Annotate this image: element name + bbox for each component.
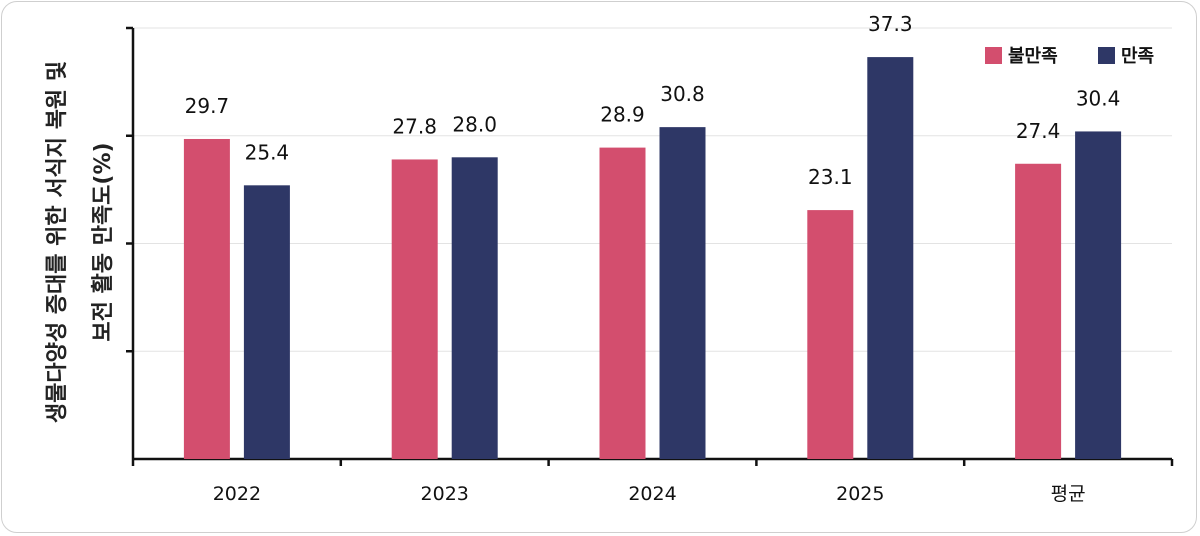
legend-label-satisfied: 만족 [1121, 46, 1154, 67]
gridlines [133, 27, 1172, 352]
x-tick-label: 2025 [836, 483, 884, 505]
data-label: 30.8 [660, 82, 705, 106]
data-label: 28.0 [452, 112, 497, 136]
x-tick-label: 2022 [213, 483, 261, 505]
legend: 불만족 만족 [985, 46, 1154, 67]
bar-unsatisfied [599, 147, 646, 460]
data-label: 27.8 [392, 114, 437, 138]
x-tick-label: 2023 [421, 483, 469, 505]
bar-unsatisfied [807, 210, 854, 459]
bar-unsatisfied [183, 138, 230, 460]
data-label: 28.9 [600, 103, 645, 127]
x-tick-labels: 2022 2023 2024 2025 평균 [213, 483, 1086, 505]
data-labels: 29.7 25.4 27.8 28.0 28.9 30.8 23.1 37.3 27.4 30.4 [185, 12, 1121, 189]
data-label: 27.4 [1016, 119, 1061, 143]
legend-swatch-unsatisfied [985, 47, 1002, 64]
data-label: 30.4 [1076, 86, 1121, 110]
bar-satisfied [1075, 131, 1122, 459]
legend-swatch-satisfied [1098, 47, 1115, 64]
x-tick-label: 2024 [628, 483, 676, 505]
bar-unsatisfied [1015, 163, 1062, 459]
bar-unsatisfied [391, 159, 438, 459]
legend-label-unsatisfied: 불만족 [1008, 46, 1058, 67]
x-tick-label: 평균 [1051, 483, 1086, 505]
y-axis-label-line-2: 보전 활동 만족도(%) [91, 142, 116, 341]
bar-satisfied [243, 185, 290, 459]
data-label: 23.1 [808, 165, 853, 189]
y-axis-label-line-1: 생물다양성 증대를 위한 서식지 복원 및 [45, 61, 70, 423]
data-label: 37.3 [868, 12, 913, 36]
bars [183, 57, 1122, 460]
data-label: 29.7 [185, 94, 230, 118]
bar-satisfied [867, 57, 914, 459]
axes [126, 26, 1174, 466]
bar-satisfied [451, 157, 498, 460]
data-label: 25.4 [245, 140, 290, 164]
bar-satisfied [659, 127, 706, 459]
